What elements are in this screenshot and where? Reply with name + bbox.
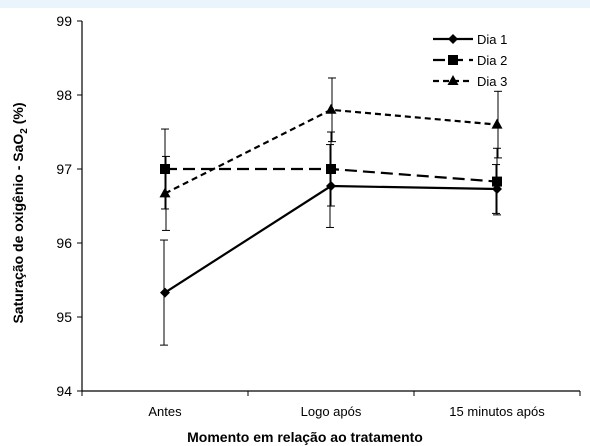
- data-point-square: [326, 164, 336, 174]
- data-point-square: [448, 55, 458, 65]
- y-tick-label: 98: [56, 87, 72, 103]
- y-tick-label: 95: [56, 309, 72, 325]
- data-point-square: [160, 164, 170, 174]
- data-point-diamond: [448, 34, 458, 44]
- legend: Dia 1 Dia 2 Dia 3: [433, 32, 507, 89]
- top-band: [0, 0, 590, 8]
- legend-label: Dia 3: [477, 74, 507, 89]
- y-axis-label-unit: (%): [10, 102, 26, 128]
- legend-label: Dia 1: [477, 32, 507, 47]
- data-point-triangle: [159, 187, 171, 198]
- data-point-triangle: [491, 118, 503, 129]
- y-tick-label: 97: [56, 161, 72, 177]
- legend-label: Dia 2: [477, 53, 507, 68]
- data-point-triangle: [447, 75, 459, 85]
- legend-item: Dia 1: [433, 32, 507, 47]
- data-point-triangle: [325, 103, 337, 114]
- x-axis-label: Momento em relação ao tratamento: [187, 429, 423, 445]
- data-point-square: [492, 176, 502, 187]
- y-tick-label: 94: [56, 383, 72, 399]
- data-point-diamond: [160, 287, 170, 298]
- x-tick-label: Antes: [148, 404, 182, 419]
- y-tick-label: 99: [56, 13, 72, 29]
- series-dia-3: [159, 77, 503, 231]
- y-tick-label: 96: [56, 235, 72, 251]
- x-tick-label: Logo após: [301, 404, 362, 419]
- y-axis-label-subscript: 2: [19, 128, 30, 134]
- y-axis-label: Saturação de oxigênio - SaO2 (%): [10, 102, 30, 323]
- y-axis-label-main: Saturação de oxigênio - SaO: [10, 134, 26, 324]
- x-tick-label: 15 minutos após: [449, 404, 545, 419]
- legend-item: Dia 2: [433, 53, 507, 68]
- series-dia-2: [160, 128, 502, 216]
- axes: 94 95 96 97 98 99 Antes Logo após 15 minutos apó…: [56, 13, 581, 419]
- legend-item: Dia 3: [433, 74, 507, 89]
- series-layer: [159, 77, 503, 346]
